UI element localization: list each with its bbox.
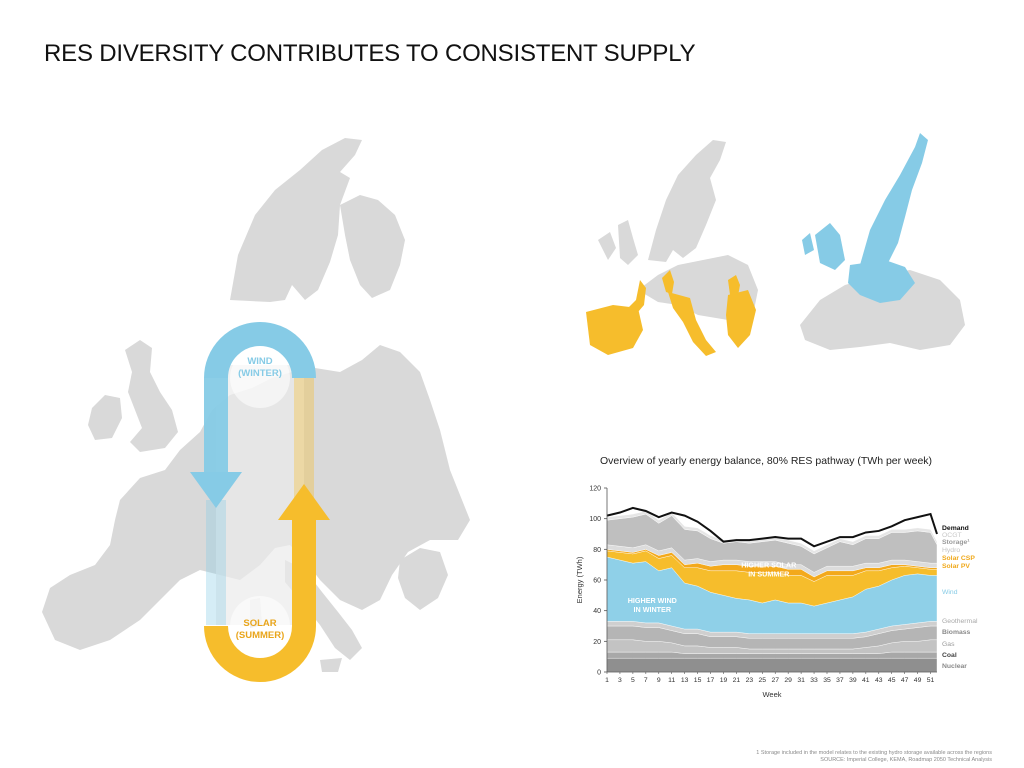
annotation-1-line1: HIGHER SOLAR — [741, 561, 797, 570]
legend-nuclear: Nuclear — [942, 663, 967, 670]
legend-wind: Wind — [942, 589, 958, 596]
legend-biomass: Biomass — [942, 629, 971, 636]
x-tick-label: 33 — [810, 677, 818, 684]
x-tick-label: 25 — [759, 677, 767, 684]
x-tick-label: 35 — [823, 677, 831, 684]
wind-label-line1: WIND — [247, 356, 272, 367]
x-tick-label: 31 — [797, 677, 805, 684]
italy-region — [668, 292, 716, 356]
x-tick-label: 21 — [733, 677, 741, 684]
x-tick-label: 37 — [836, 677, 844, 684]
x-tick-label: 1 — [605, 677, 609, 684]
iberia-region — [586, 305, 643, 355]
legend-hydro: Hydro — [942, 547, 960, 554]
x-tick-label: 3 — [618, 677, 622, 684]
x-tick-label: 29 — [784, 677, 792, 684]
y-axis-label: Energy (TWh) — [575, 556, 584, 603]
y-tick-label: 120 — [589, 486, 601, 493]
legend-gas: Gas — [942, 641, 955, 648]
wind-label-line2: (WINTER) — [238, 368, 282, 379]
legend-ocgt: OCGT — [942, 532, 962, 539]
x-tick-label: 5 — [631, 677, 635, 684]
area-nuclear — [606, 658, 938, 673]
wind-regions — [802, 133, 928, 303]
x-tick-label: 41 — [862, 677, 870, 684]
x-tick-label: 19 — [720, 677, 728, 684]
legend-solar-csp: Solar CSP — [942, 555, 975, 562]
y-tick-label: 0 — [597, 670, 601, 677]
x-tick-label: 51 — [927, 677, 935, 684]
y-tick-label: 40 — [593, 608, 601, 615]
annotation-2-line2: IN WINTER — [634, 605, 672, 614]
x-tick-label: 47 — [901, 677, 909, 684]
page-title: RES DIVERSITY CONTRIBUTES TO CONSISTENT … — [44, 40, 696, 67]
demand-line — [606, 506, 938, 548]
chart-title: Overview of yearly energy balance, 80% R… — [600, 455, 933, 467]
europe-map-wind-north — [800, 133, 965, 350]
scandinavia-region — [860, 133, 928, 273]
footnote: 1 Storage included in the model relates … — [756, 750, 992, 764]
annotation-2-line1: HIGHER WIND — [628, 596, 677, 605]
legend-demand: Demand — [942, 525, 969, 532]
legend-solar-pv: Solar PV — [942, 563, 970, 570]
x-tick-label: 43 — [875, 677, 883, 684]
x-tick-label: 17 — [707, 677, 715, 684]
solar-regions — [586, 270, 756, 356]
central-north-region — [848, 260, 915, 303]
legend-geothermal: Geothermal — [942, 618, 978, 625]
europe-map-large: WIND (WINTER) SOLAR (SUMMER) — [42, 138, 470, 682]
legend-storage: Storage¹ — [942, 539, 970, 546]
x-tick-label: 13 — [681, 677, 689, 684]
europe-map-solar-south — [586, 140, 758, 356]
x-tick-label: 45 — [888, 677, 896, 684]
footnote-storage: 1 Storage included in the model relates … — [756, 750, 992, 756]
wind-arrow-down — [190, 472, 242, 508]
x-tick-label: 11 — [668, 677, 675, 684]
solar-label-line2: (SUMMER) — [236, 630, 285, 641]
wind-arc — [204, 322, 316, 379]
wind-solar-loop: WIND (WINTER) SOLAR (SUMMER) — [190, 322, 330, 682]
legend-coal: Coal — [942, 652, 957, 659]
annotation-1-line2: IN SUMMER — [748, 570, 790, 579]
x-tick-label: 49 — [914, 677, 922, 684]
x-tick-label: 23 — [746, 677, 754, 684]
x-tick-label: 27 — [771, 677, 779, 684]
footnote-source: SOURCE: Imperial College, KEMA, Roadmap … — [820, 757, 992, 763]
x-tick-label: 7 — [644, 677, 648, 684]
y-tick-label: 80 — [593, 547, 601, 554]
x-tick-label: 9 — [657, 677, 661, 684]
solar-arrow-up — [278, 484, 330, 520]
x-tick-label: 15 — [694, 677, 702, 684]
y-tick-label: 100 — [589, 516, 601, 523]
x-axis-label: Week — [762, 690, 781, 699]
y-tick-label: 60 — [593, 578, 601, 585]
x-tick-label: 39 — [849, 677, 857, 684]
solar-label-line1: SOLAR — [243, 618, 276, 629]
british-isles-region — [815, 223, 845, 270]
solar-arc — [204, 625, 316, 682]
y-tick-label: 20 — [593, 639, 601, 646]
greece-region — [726, 290, 756, 348]
area-ocgt — [606, 510, 938, 555]
